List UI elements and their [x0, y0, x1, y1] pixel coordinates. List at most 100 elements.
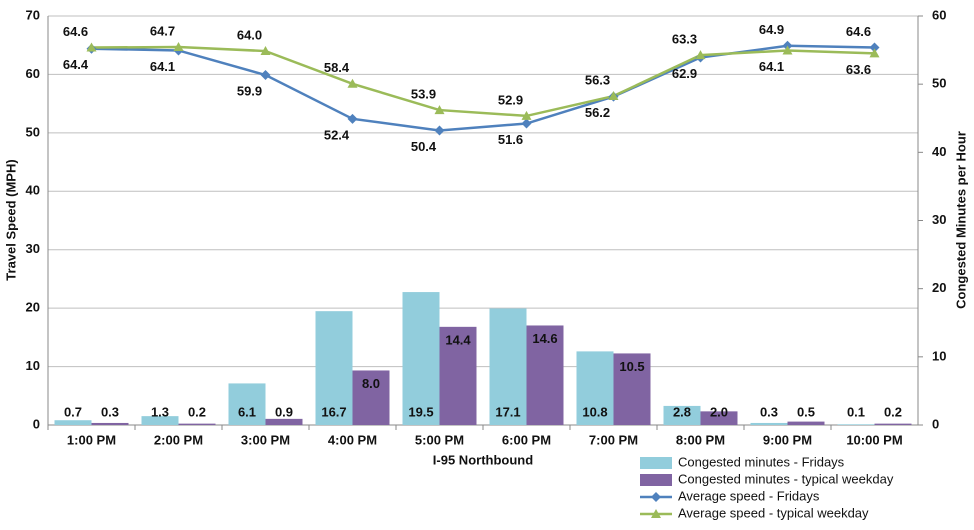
bar-value-label: 2.0: [710, 404, 728, 419]
bar: [576, 351, 614, 425]
x-axis-title: I-95 Northbound: [433, 452, 533, 467]
marker: [521, 118, 532, 129]
bar-value-label: 6.1: [238, 404, 256, 419]
x-tick-label: 7:00 PM: [589, 432, 638, 447]
legend-label: Average speed - Fridays: [678, 488, 820, 503]
bar-value-label: 16.7: [321, 404, 346, 419]
line-value-label: 63.6: [846, 62, 871, 77]
x-tick-label: 10:00 PM: [846, 432, 902, 447]
y-tick-label: 50: [26, 124, 40, 139]
line-value-label: 64.6: [63, 24, 88, 39]
line-value-label: 62.9: [672, 66, 697, 81]
marker: [434, 105, 445, 115]
y2-tick-label: 40: [932, 144, 946, 159]
bar: [141, 416, 179, 425]
bar-value-label: 1.3: [151, 404, 169, 419]
bar: [315, 311, 353, 425]
bar-value-label: 10.8: [582, 404, 607, 419]
x-tick-label: 3:00 PM: [241, 432, 290, 447]
bar-value-label: 14.4: [445, 332, 471, 347]
line-value-label: 51.6: [498, 132, 523, 147]
line-value-label: 64.0: [237, 27, 262, 42]
marker: [521, 110, 532, 120]
bar: [700, 411, 738, 425]
y-tick-label: 0: [33, 416, 40, 431]
y-tick-label: 20: [26, 300, 40, 315]
marker: [347, 113, 358, 124]
line-value-label: 64.1: [759, 59, 784, 74]
bar: [750, 422, 788, 425]
bar: [352, 370, 390, 425]
y2-tick-label: 30: [932, 212, 946, 227]
bar: [489, 308, 527, 425]
line-value-label: 64.1: [150, 59, 175, 74]
x-tick-label: 4:00 PM: [328, 432, 377, 447]
y-tick-label: 30: [26, 241, 40, 256]
bar: [526, 325, 564, 425]
y-tick-label: 70: [26, 7, 40, 22]
line-value-label: 56.3: [585, 72, 610, 87]
bar-value-label: 0.2: [188, 404, 206, 419]
line-value-label: 52.9: [498, 92, 523, 107]
x-tick-label: 2:00 PM: [154, 432, 203, 447]
bar-value-label: 0.5: [797, 404, 815, 419]
marker: [608, 91, 619, 101]
line-value-label: 56.2: [585, 105, 610, 120]
marker: [869, 42, 880, 53]
marker: [782, 45, 793, 55]
y2-tick-label: 20: [932, 280, 946, 295]
marker: [651, 492, 661, 502]
marker: [347, 78, 358, 88]
bar: [439, 326, 477, 425]
y2-tick-label: 50: [932, 76, 946, 91]
line-value-label: 63.3: [672, 32, 697, 47]
marker: [173, 41, 184, 51]
line-value-label: 59.9: [237, 83, 262, 98]
marker: [434, 125, 445, 136]
x-tick-label: 5:00 PM: [415, 432, 464, 447]
bar: [54, 420, 92, 425]
marker: [651, 509, 661, 518]
line-value-label: 64.4: [63, 57, 89, 72]
x-tick-label: 6:00 PM: [502, 432, 551, 447]
y-tick-label: 60: [26, 66, 40, 81]
bar-value-label: 17.1: [495, 404, 520, 419]
y2-tick-label: 10: [932, 348, 946, 363]
marker: [869, 48, 880, 58]
bar: [402, 292, 440, 425]
line-value-label: 50.4: [411, 139, 437, 154]
line: [91, 44, 875, 132]
bar: [178, 423, 216, 425]
line-value-label: 64.7: [150, 23, 175, 38]
legend-label: Congested minutes - Fridays: [678, 454, 845, 469]
bar: [874, 423, 912, 425]
marker: [260, 70, 271, 81]
bar-value-label: 0.2: [884, 404, 902, 419]
bar-value-label: 2.8: [673, 404, 691, 419]
y2-tick-label: 60: [932, 7, 946, 22]
line: [91, 45, 875, 118]
bar: [228, 383, 266, 425]
marker: [86, 42, 97, 52]
y2-tick-label: 0: [932, 416, 939, 431]
x-tick-label: 8:00 PM: [676, 432, 725, 447]
legend-swatch: [640, 457, 672, 469]
y2-axis-title: Congested Minutes per Hour: [953, 131, 968, 309]
marker: [260, 46, 271, 56]
x-tick-label: 1:00 PM: [67, 432, 116, 447]
bar: [663, 405, 701, 425]
y-tick-label: 10: [26, 358, 40, 373]
bar-value-label: 0.7: [64, 404, 82, 419]
line-value-label: 53.9: [411, 87, 436, 102]
y-tick-label: 40: [26, 183, 40, 198]
legend-label: Average speed - typical weekday: [678, 505, 869, 520]
legend-swatch: [640, 474, 672, 486]
bar: [613, 353, 651, 425]
bar: [91, 422, 129, 425]
bar: [837, 424, 875, 425]
bar-value-label: 0.3: [760, 404, 778, 419]
line-value-label: 58.4: [324, 60, 350, 75]
bar: [787, 421, 825, 425]
legend-label: Congested minutes - typical weekday: [678, 471, 894, 486]
